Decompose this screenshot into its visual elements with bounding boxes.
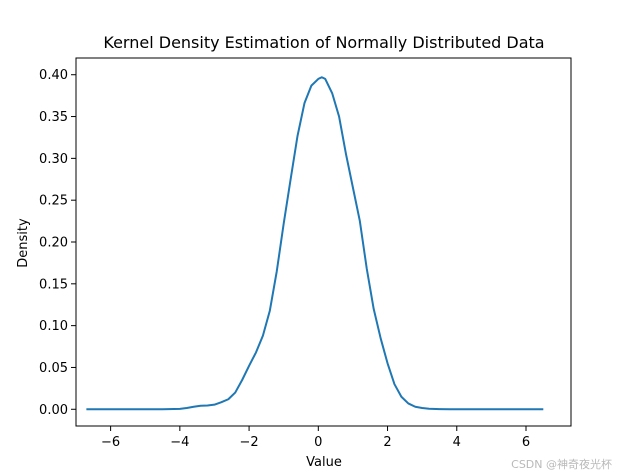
x-axis-label: Value	[306, 455, 342, 470]
x-tick-label: 4	[453, 435, 461, 450]
y-tick-label: 0.40	[39, 68, 68, 83]
y-tick-label: 0.15	[39, 277, 68, 292]
x-axis-ticks: −6 −4 −2 0 2 4 6	[101, 426, 530, 450]
x-tick-label: −6	[101, 435, 120, 450]
y-tick-label: 0.35	[39, 110, 68, 125]
x-tick-label: −4	[170, 435, 189, 450]
y-tick-label: 0.20	[39, 236, 68, 251]
y-axis-label: Density	[16, 218, 31, 268]
watermark: CSDN @神奇夜光杯	[511, 457, 612, 471]
x-tick-label: 2	[383, 435, 391, 450]
y-tick-label: 0.05	[39, 361, 68, 376]
x-tick-label: 0	[314, 435, 322, 450]
y-tick-label: 0.30	[39, 152, 68, 167]
kde-series-line-0	[86, 76, 544, 411]
y-tick-label: 0.25	[39, 194, 68, 209]
x-tick-label: −2	[239, 435, 258, 450]
x-tick-label: 6	[522, 435, 530, 450]
y-axis-ticks: 0.00 0.05 0.10 0.15 0.20 0.25 0.30 0.35 0.40	[39, 68, 76, 418]
y-tick-label: 0.10	[39, 319, 68, 334]
y-tick-label: 0.00	[39, 403, 68, 418]
chart-title: Kernel Density Estimation of Normally Di…	[103, 33, 544, 52]
